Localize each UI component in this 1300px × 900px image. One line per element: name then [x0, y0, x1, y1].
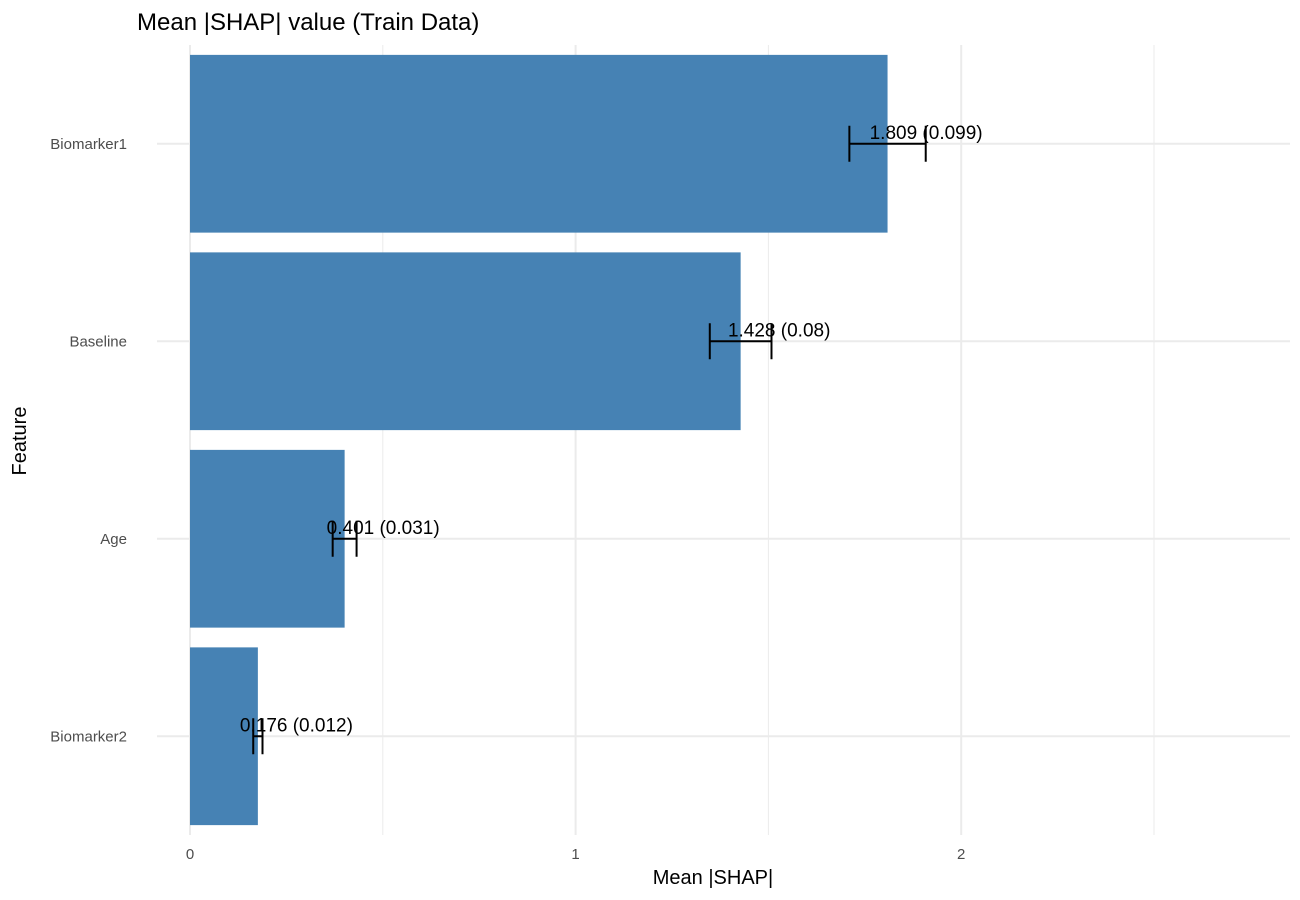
x-axis-ticks: 0 1 2	[186, 846, 966, 863]
bar-baseline	[190, 252, 741, 431]
y-tick-label-age: Age	[100, 531, 127, 548]
y-tick-label-baseline: Baseline	[69, 333, 127, 350]
data-labels: 1.809 (0.099) 1.428 (0.08) 0.401 (0.031) 0.…	[240, 123, 983, 737]
bar-biomarker2	[190, 647, 258, 826]
x-tick-label-0: 0	[186, 846, 194, 863]
bar-age	[190, 449, 345, 628]
y-axis-title: Feature	[9, 407, 31, 476]
y-tick-label-biomarker1: Biomarker1	[50, 136, 127, 153]
error-bars	[252, 125, 927, 755]
y-tick-label-biomarker2: Biomarker2	[50, 728, 127, 745]
x-tick-label-1: 1	[571, 846, 579, 863]
data-label-baseline: 1.428 (0.08)	[728, 320, 830, 341]
chart-title: Mean |SHAP| value (Train Data)	[137, 9, 479, 36]
bars	[190, 54, 888, 826]
data-label-biomarker1: 1.809 (0.099)	[870, 123, 983, 144]
y-axis-ticks: Biomarker1 Baseline Age Biomarker2	[50, 136, 127, 746]
bar-biomarker1	[190, 54, 888, 233]
x-axis-title: Mean |SHAP|	[653, 867, 773, 889]
data-label-age: 0.401 (0.031)	[327, 518, 440, 539]
x-tick-label-2: 2	[957, 846, 965, 863]
data-label-biomarker2: 0.176 (0.012)	[240, 715, 353, 736]
